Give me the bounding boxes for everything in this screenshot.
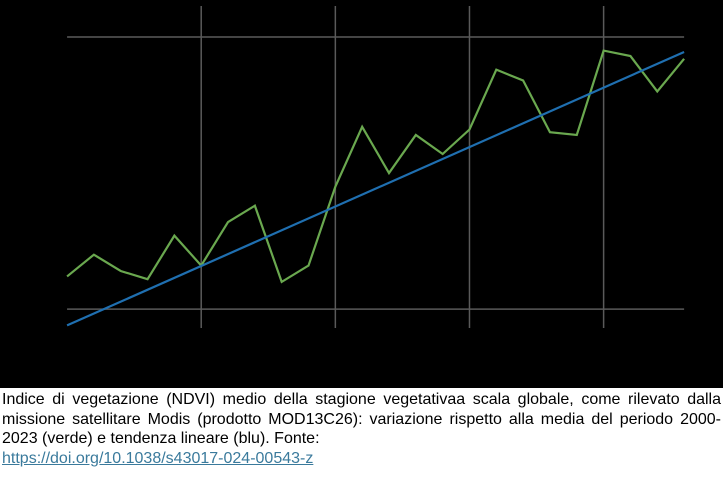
data-line bbox=[66, 50, 685, 327]
chart bbox=[0, 0, 723, 388]
caption: Indice di vegetazione (NDVI) medio della… bbox=[2, 390, 721, 468]
data-line bbox=[66, 49, 685, 284]
source-link[interactable]: https://doi.org/10.1038/s43017-024-00543… bbox=[2, 449, 314, 467]
caption-text: Indice di vegetazione (NDVI) medio della… bbox=[2, 391, 721, 447]
